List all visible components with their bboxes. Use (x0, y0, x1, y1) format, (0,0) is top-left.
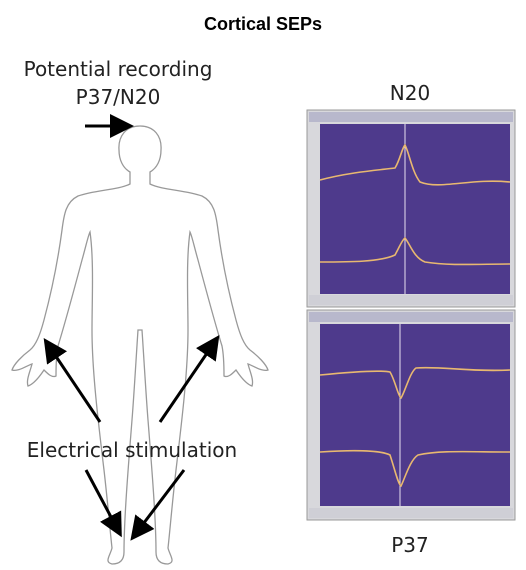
body-outline (11, 125, 269, 565)
recording-label: Potential recording (24, 57, 213, 81)
panel-label: P37 (391, 533, 429, 557)
stimulation-arrows (43, 335, 220, 541)
panel-label: N20 (390, 81, 430, 105)
recording-site: P37/N20 (76, 85, 161, 109)
sep-panel (306, 109, 516, 308)
sep-panel (306, 309, 516, 521)
title: Cortical SEPs (204, 14, 322, 34)
stimulation-label: Electrical stimulation (27, 438, 237, 462)
